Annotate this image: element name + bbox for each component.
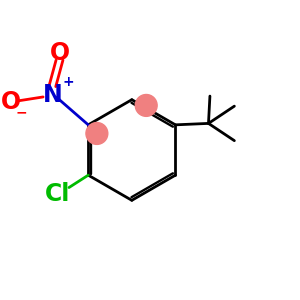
Text: +: + xyxy=(62,75,74,89)
Text: O: O xyxy=(1,90,21,114)
Text: N: N xyxy=(42,82,62,106)
Text: Cl: Cl xyxy=(45,182,71,206)
Text: −: − xyxy=(16,106,27,120)
Circle shape xyxy=(86,122,108,144)
Circle shape xyxy=(135,94,157,116)
Text: O: O xyxy=(50,41,70,65)
